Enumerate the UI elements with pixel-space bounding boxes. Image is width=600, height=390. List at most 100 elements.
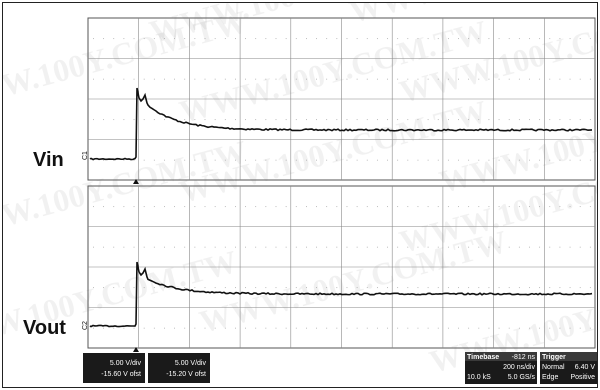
grid-dot xyxy=(488,159,490,161)
grid-dot xyxy=(458,287,459,289)
grid-dot xyxy=(529,206,530,208)
grid-dot xyxy=(285,246,287,248)
timebase-info-box[interactable]: Timebase -812 ns 200 ns/div 10.0 kS 5.0 … xyxy=(465,352,537,384)
grid-dot xyxy=(326,206,328,208)
grid-dot xyxy=(458,327,459,329)
grid-dot xyxy=(113,327,115,329)
grid-dot xyxy=(184,159,186,161)
grid-dot xyxy=(245,287,246,289)
grid-dot xyxy=(93,38,94,40)
grid-dot xyxy=(204,38,206,40)
grid-dot xyxy=(194,78,196,80)
grid-dot xyxy=(133,246,135,248)
grid-dot xyxy=(103,246,105,248)
grid-dot xyxy=(559,206,561,208)
trigger-header xyxy=(540,352,597,361)
grid-dot xyxy=(245,119,246,121)
grid-dot xyxy=(427,119,429,121)
grid-dot xyxy=(539,119,541,121)
grid-dot xyxy=(397,327,399,329)
channel-2-info-box[interactable]: 5.00 V/div -15.20 V ofst xyxy=(148,353,210,383)
channel-1-box[interactable] xyxy=(83,353,145,383)
grid-dot xyxy=(235,38,236,40)
grid-dot xyxy=(488,119,490,121)
grid-dot xyxy=(488,206,490,208)
timebase-samples: 10.0 kS xyxy=(467,374,491,381)
grid-dot xyxy=(346,287,348,289)
grid-dot xyxy=(123,38,125,40)
grid-dot xyxy=(346,246,348,248)
grid-dot xyxy=(549,159,551,161)
grid-dot xyxy=(569,119,571,121)
grid-dot xyxy=(508,78,510,80)
grid-dot xyxy=(93,287,94,289)
grid-dot xyxy=(265,38,267,40)
grid-dot xyxy=(397,246,399,248)
channel-2-box[interactable] xyxy=(148,353,210,383)
grid-dot xyxy=(447,287,449,289)
grid-dot xyxy=(123,327,125,329)
grid-dot xyxy=(174,78,175,80)
grid-dot xyxy=(143,78,145,80)
grid-dot xyxy=(498,246,500,248)
grid-dot xyxy=(579,327,581,329)
grid-dot xyxy=(468,119,470,121)
grid-dot xyxy=(468,287,470,289)
grid-dot xyxy=(397,119,399,121)
grid-dot xyxy=(153,206,155,208)
grid-dot xyxy=(295,206,297,208)
channel-1-info-box[interactable]: 5.00 V/div -15.60 V ofst xyxy=(83,353,145,383)
grid-dot xyxy=(589,246,591,248)
grid-dot xyxy=(356,119,358,121)
grid-dot xyxy=(235,119,236,121)
grid-dot xyxy=(407,119,409,121)
grid-dot xyxy=(265,206,267,208)
grid-dot xyxy=(447,119,449,121)
grid-dot xyxy=(508,38,510,40)
grid-dot xyxy=(153,327,155,329)
grid-dot xyxy=(529,119,530,121)
grid-dot xyxy=(407,159,409,161)
grid-dot xyxy=(295,38,297,40)
grid-dot xyxy=(113,206,115,208)
grid-dot xyxy=(508,206,510,208)
grid-dot xyxy=(113,287,115,289)
grid-dot xyxy=(407,246,409,248)
grid-dot xyxy=(224,78,226,80)
grid-dot xyxy=(518,119,520,121)
grid-dot xyxy=(518,159,520,161)
grid-dot xyxy=(245,206,246,208)
grid-dot xyxy=(184,78,186,80)
grid-dot xyxy=(214,159,216,161)
grid-dot xyxy=(539,287,541,289)
grid-dot xyxy=(275,246,277,248)
grid-dot xyxy=(376,206,378,208)
grid-dot xyxy=(376,38,378,40)
grid-dot xyxy=(407,38,409,40)
grid-dot xyxy=(255,159,257,161)
grid-dot xyxy=(437,78,439,80)
grid-dot xyxy=(275,119,277,121)
grid-dot xyxy=(133,159,135,161)
bottom-trigger-position-marker xyxy=(133,347,139,352)
grid-dot xyxy=(164,78,165,80)
grid-dot xyxy=(356,78,358,80)
grid-dot xyxy=(204,206,206,208)
grid-dot xyxy=(113,159,115,161)
grid-dot xyxy=(518,78,520,80)
grid-dot xyxy=(387,38,388,40)
grid-dot xyxy=(417,78,419,80)
grid-dot xyxy=(113,78,115,80)
grid-dot xyxy=(224,159,226,161)
grid-dot xyxy=(204,119,206,121)
grid-dot xyxy=(356,38,358,40)
timebase-scale: 200 ns/div xyxy=(503,364,535,371)
trigger-info-box[interactable]: Trigger Normal 6.40 V Edge Positive xyxy=(540,352,597,384)
grid-dot xyxy=(569,159,571,161)
grid-dot xyxy=(235,206,236,208)
grid-dot xyxy=(285,119,287,121)
grid-dot xyxy=(123,246,125,248)
grid-dot xyxy=(488,327,490,329)
grid-dot xyxy=(174,159,175,161)
grid-dot xyxy=(316,119,317,121)
